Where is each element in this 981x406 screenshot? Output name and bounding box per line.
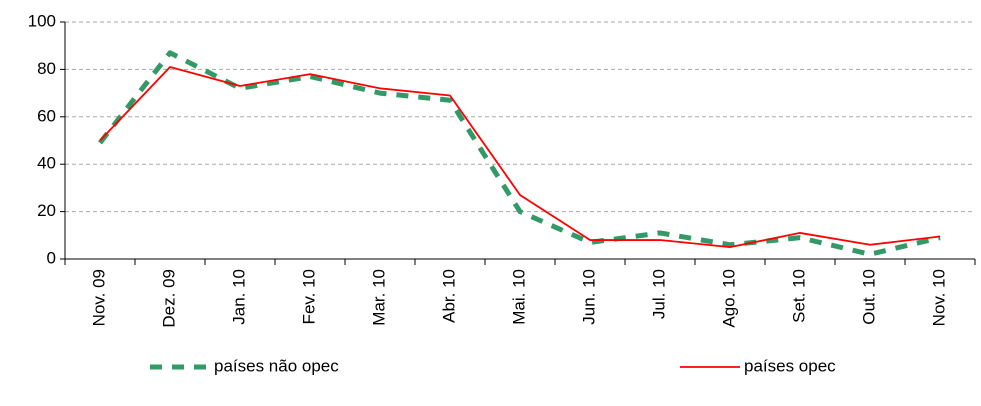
y-tick-label: 40	[37, 154, 56, 173]
legend-label: países não opec	[214, 356, 339, 375]
x-tick-label: Set. 10	[789, 269, 808, 323]
x-tick-label: Mar. 10	[369, 269, 388, 326]
y-tick-label: 60	[37, 106, 56, 125]
x-tick-label: Nov. 10	[929, 269, 948, 326]
x-tick-label: Ago. 10	[719, 269, 738, 328]
y-tick-label: 80	[37, 59, 56, 78]
x-tick-label: Jul. 10	[649, 269, 668, 319]
series-line	[98, 50, 941, 257]
x-tick-label: Dez. 09	[159, 269, 178, 328]
y-tick-label: 100	[28, 11, 56, 30]
x-tick-label: Out. 10	[859, 269, 878, 325]
x-tick-label: Fev. 10	[299, 269, 318, 324]
x-tick-label: Jan. 10	[229, 269, 248, 325]
series-line	[99, 66, 941, 249]
x-tick-label: Nov. 09	[89, 269, 108, 326]
x-tick-label: Mai. 10	[509, 269, 528, 325]
y-tick-label: 0	[47, 248, 56, 267]
x-tick-label: Abr. 10	[439, 269, 458, 323]
legend-label: países opec	[744, 356, 836, 375]
x-tick-label: Jun. 10	[579, 269, 598, 325]
y-tick-label: 20	[37, 201, 56, 220]
